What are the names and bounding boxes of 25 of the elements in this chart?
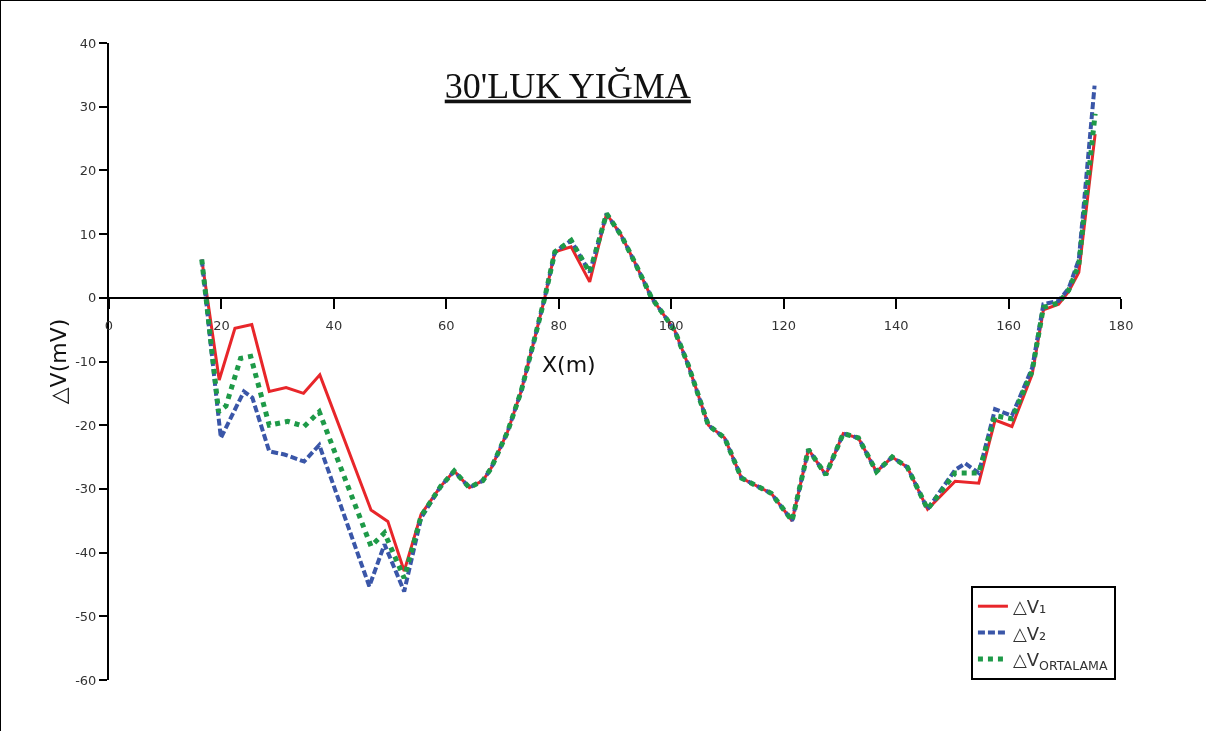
- y-tick-label: -60: [75, 672, 97, 688]
- x-axis-title: X(m): [542, 352, 596, 377]
- text: 30'LUK YIĞMA: [444, 65, 691, 106]
- legend-label: △V$_{ORTALAMA}$: [1012, 649, 1108, 673]
- x-tick-label: 120: [771, 318, 797, 334]
- y-axis-title: △V(mV): [46, 318, 72, 405]
- y-tick-label: 20: [79, 162, 97, 178]
- y-tick-label: -50: [75, 608, 97, 624]
- x-tick-label: 20: [213, 318, 230, 334]
- y-tick-label: -30: [75, 481, 97, 497]
- y-tick-label: -10: [75, 354, 97, 370]
- x-tick-label: 180: [1108, 318, 1134, 334]
- x-tick-label: 40: [325, 318, 343, 334]
- legend-label: △V₂: [1012, 622, 1047, 644]
- y-tick-label: -20: [75, 417, 97, 433]
- x-tick-label: 80: [550, 318, 568, 334]
- x-tick-label: 160: [996, 318, 1021, 334]
- y-tick-label: 0: [88, 290, 97, 306]
- y-tick-label: 40: [79, 35, 97, 51]
- y-tick-label: -40: [75, 545, 97, 561]
- y-tick-label: 10: [79, 226, 97, 242]
- y-tick-label: 30: [79, 99, 97, 115]
- legend-label: △V₁: [1012, 596, 1047, 618]
- x-tick-label: 60: [438, 318, 455, 334]
- x-tick-label: 140: [883, 318, 909, 334]
